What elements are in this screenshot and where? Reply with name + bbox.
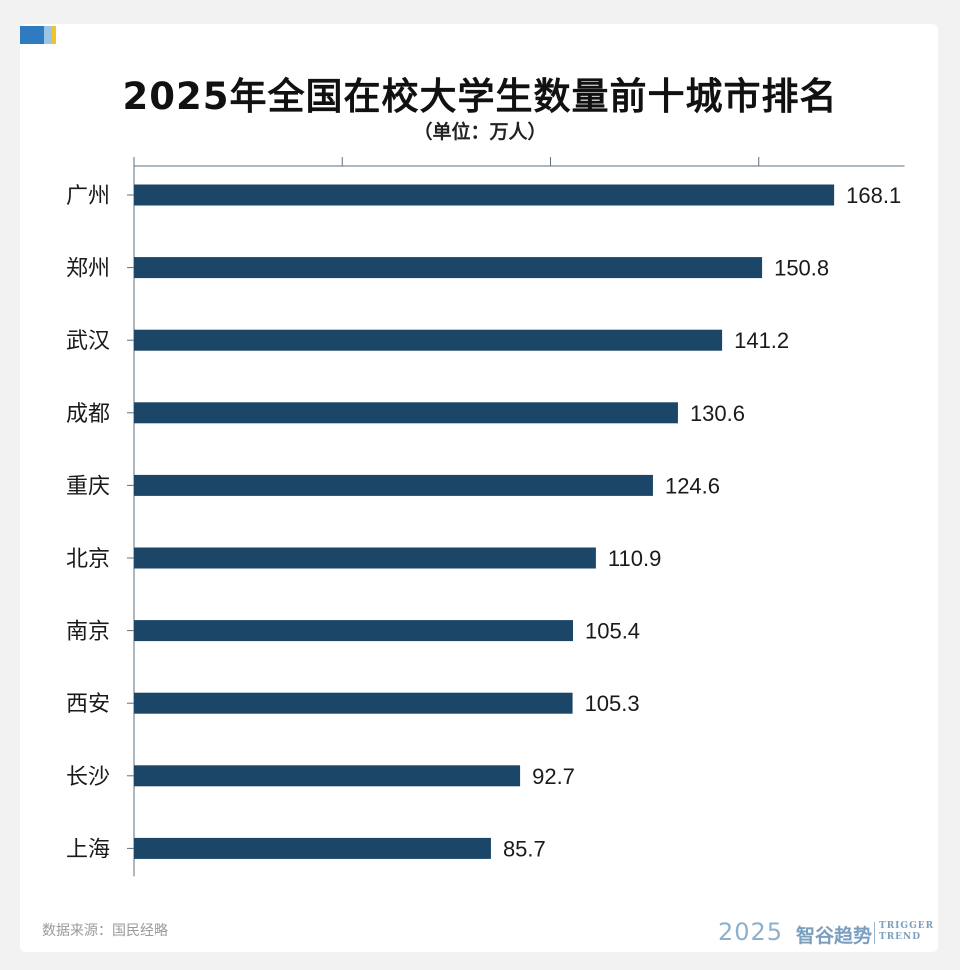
brand-name: 智谷趋势: [796, 925, 873, 947]
category-label: 南京: [66, 620, 110, 645]
category-label: 上海: [66, 837, 110, 862]
bar: [134, 184, 835, 206]
category-label: 长沙: [66, 765, 110, 790]
chart-unit-subtitle: （单位：万人）: [413, 121, 547, 143]
category-label: 广州: [66, 184, 110, 209]
corner-logo-mark: [20, 26, 56, 44]
category-label: 郑州: [66, 257, 110, 282]
brand-divider: [874, 922, 875, 944]
value-label: 124.6: [665, 473, 720, 498]
brand-english-line1: TRIGGER: [879, 921, 935, 931]
brand-year: 2025: [718, 918, 784, 946]
brand-english-line2: TREND: [879, 932, 922, 942]
value-label: 150.8: [774, 256, 829, 281]
value-label: 141.2: [734, 328, 789, 353]
bar: [134, 837, 491, 859]
brand-english: TRIGGER TREND: [879, 921, 934, 943]
category-label: 武汉: [66, 329, 110, 354]
category-label: 成都: [66, 402, 110, 427]
corner-mark-yellow: [52, 26, 56, 44]
value-label: 105.4: [585, 619, 640, 644]
value-label: 85.7: [503, 836, 546, 861]
chart-title: 2025年全国在校大学生数量前十城市排名: [122, 75, 838, 118]
category-label: 西安: [66, 692, 110, 717]
bar: [134, 402, 678, 424]
corner-mark-blue: [20, 26, 44, 44]
bar: [134, 474, 653, 496]
value-label: 105.3: [585, 691, 640, 716]
bar: [134, 329, 723, 351]
corner-mark-light: [44, 26, 52, 44]
category-label: 北京: [66, 547, 110, 572]
bar: [134, 765, 521, 787]
bar: [134, 257, 763, 279]
value-label: 110.9: [608, 546, 661, 571]
bar: [134, 547, 596, 569]
value-label: 168.1: [846, 183, 901, 208]
value-label: 130.6: [690, 401, 745, 426]
value-label: 92.7: [532, 764, 575, 789]
bar: [134, 692, 573, 714]
bar: [134, 620, 573, 642]
data-source-note: 数据来源：国民经略: [42, 923, 168, 939]
category-label: 重庆: [66, 474, 110, 499]
